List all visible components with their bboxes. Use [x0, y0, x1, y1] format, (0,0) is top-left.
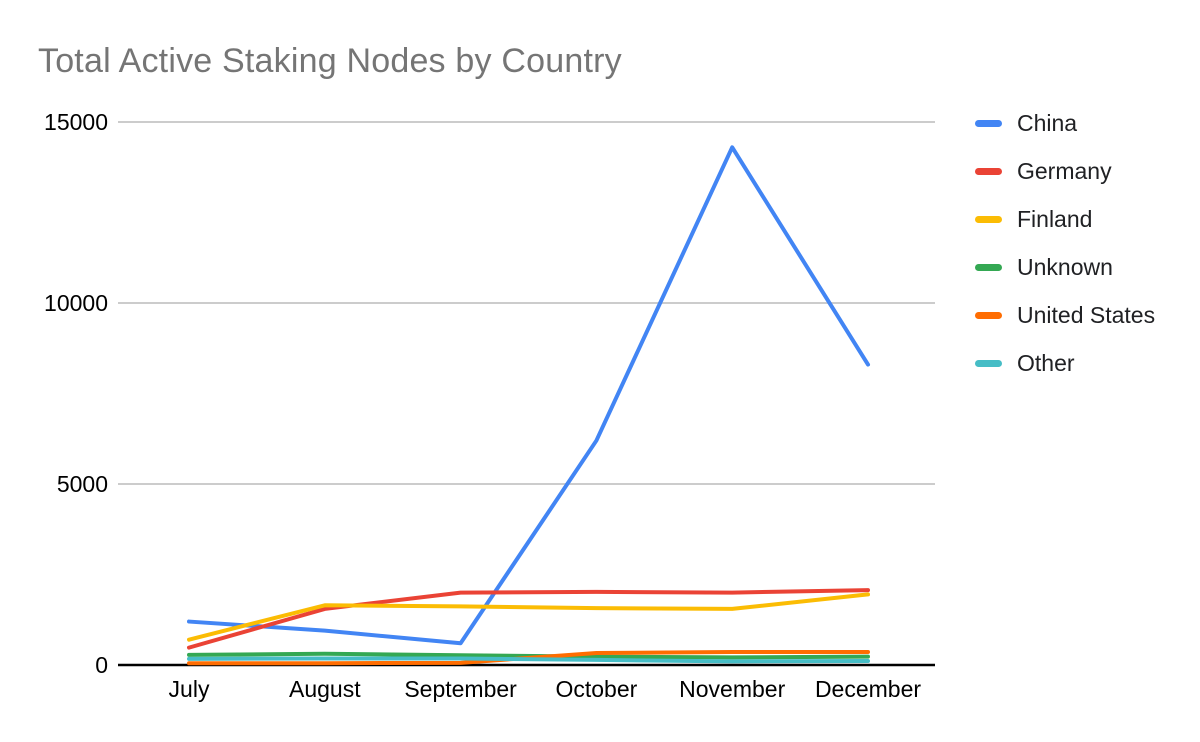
- y-tick-label-10000: 10000: [44, 290, 108, 316]
- legend-label: Finland: [1017, 205, 1093, 232]
- chart-title: Total Active Staking Nodes by Country: [38, 42, 622, 80]
- x-tick-label-december: December: [815, 676, 921, 702]
- series-line-germany[interactable]: [187, 588, 870, 650]
- x-tick-label-july: July: [169, 676, 210, 702]
- legend-swatch-icon: [975, 167, 1002, 175]
- x-tick-label-october: October: [555, 676, 637, 702]
- legend-item-unknown[interactable]: Unknown: [975, 253, 1155, 281]
- legend-item-other[interactable]: Other: [975, 349, 1155, 377]
- legend-swatch-icon: [975, 263, 1002, 271]
- series-line-china[interactable]: [187, 145, 870, 646]
- legend-swatch-icon: [975, 119, 1002, 127]
- legend-swatch-icon: [975, 311, 1002, 319]
- y-tick-label-0: 0: [95, 652, 108, 678]
- legend-label: United States: [1017, 301, 1156, 328]
- y-tick-label-15000: 15000: [44, 109, 108, 135]
- y-tick-label-5000: 5000: [57, 471, 108, 497]
- legend-item-united-states[interactable]: United States: [975, 301, 1155, 329]
- legend-label: Other: [1017, 349, 1075, 376]
- legend-label: Unknown: [1017, 253, 1113, 280]
- legend-item-finland[interactable]: Finland: [975, 205, 1155, 233]
- legend-label: Germany: [1017, 157, 1112, 184]
- series-line-other[interactable]: [187, 656, 870, 664]
- series-line-finland[interactable]: [187, 592, 870, 642]
- legend-swatch-icon: [975, 215, 1002, 223]
- x-tick-label-november: November: [679, 676, 785, 702]
- x-tick-label-august: August: [289, 676, 361, 702]
- x-tick-label-september: September: [404, 676, 517, 702]
- legend: China Germany Finland Unknown United Sta…: [975, 109, 1155, 377]
- legend-item-china[interactable]: China: [975, 109, 1155, 137]
- legend-swatch-icon: [975, 359, 1002, 367]
- legend-item-germany[interactable]: Germany: [975, 157, 1155, 185]
- legend-label: China: [1017, 109, 1078, 136]
